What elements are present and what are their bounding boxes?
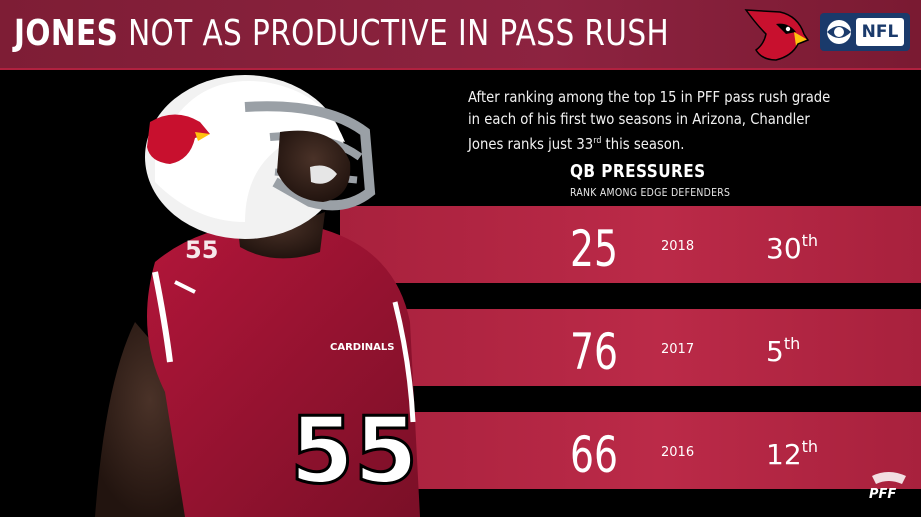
- pff-text: PFF: [869, 487, 896, 500]
- stat-band-2016: [340, 412, 921, 489]
- cardinals-logo: [744, 9, 810, 61]
- jersey-word: CARDINALS: [330, 342, 394, 353]
- pressure-value-2018: 25: [570, 220, 618, 278]
- nfl-badge: NFL: [856, 18, 904, 46]
- cbs-nfl-logo: NFL: [820, 13, 910, 51]
- shoulder-number: 55: [185, 236, 218, 264]
- stat-band-2017: [340, 309, 921, 386]
- year-label-2016: 2016: [661, 445, 694, 460]
- header-bar: JONES NOT AS PRODUCTIVE IN PASS RUSH NFL: [0, 0, 921, 70]
- rank-value-2018: 30th: [766, 231, 818, 265]
- year-label-2017: 2017: [661, 342, 694, 357]
- pff-logo: PFF: [869, 472, 906, 500]
- stat-band-2018: [340, 206, 921, 283]
- jersey-number: 55: [290, 397, 418, 504]
- title-rest: NOT AS PRODUCTIVE IN PASS RUSH: [128, 13, 670, 54]
- chart-subtitle: RANK AMONG EDGE DEFENDERS: [570, 186, 731, 199]
- year-label-2018: 2018: [661, 239, 694, 254]
- rank-value-2016: 12th: [766, 437, 818, 471]
- page-title: JONES NOT AS PRODUCTIVE IN PASS RUSH: [14, 12, 669, 56]
- pressure-value-2016: 66: [570, 426, 618, 484]
- title-bold: JONES: [14, 13, 119, 54]
- description-text: After ranking among the top 15 in PFF pa…: [468, 88, 831, 153]
- chart-title: QB PRESSURES: [570, 161, 706, 182]
- cbs-eye-icon: [827, 20, 851, 44]
- pressure-value-2017: 76: [570, 323, 618, 381]
- rank-value-2017: 5th: [766, 334, 800, 368]
- player-image: 55 CARDINALS 55: [95, 75, 420, 517]
